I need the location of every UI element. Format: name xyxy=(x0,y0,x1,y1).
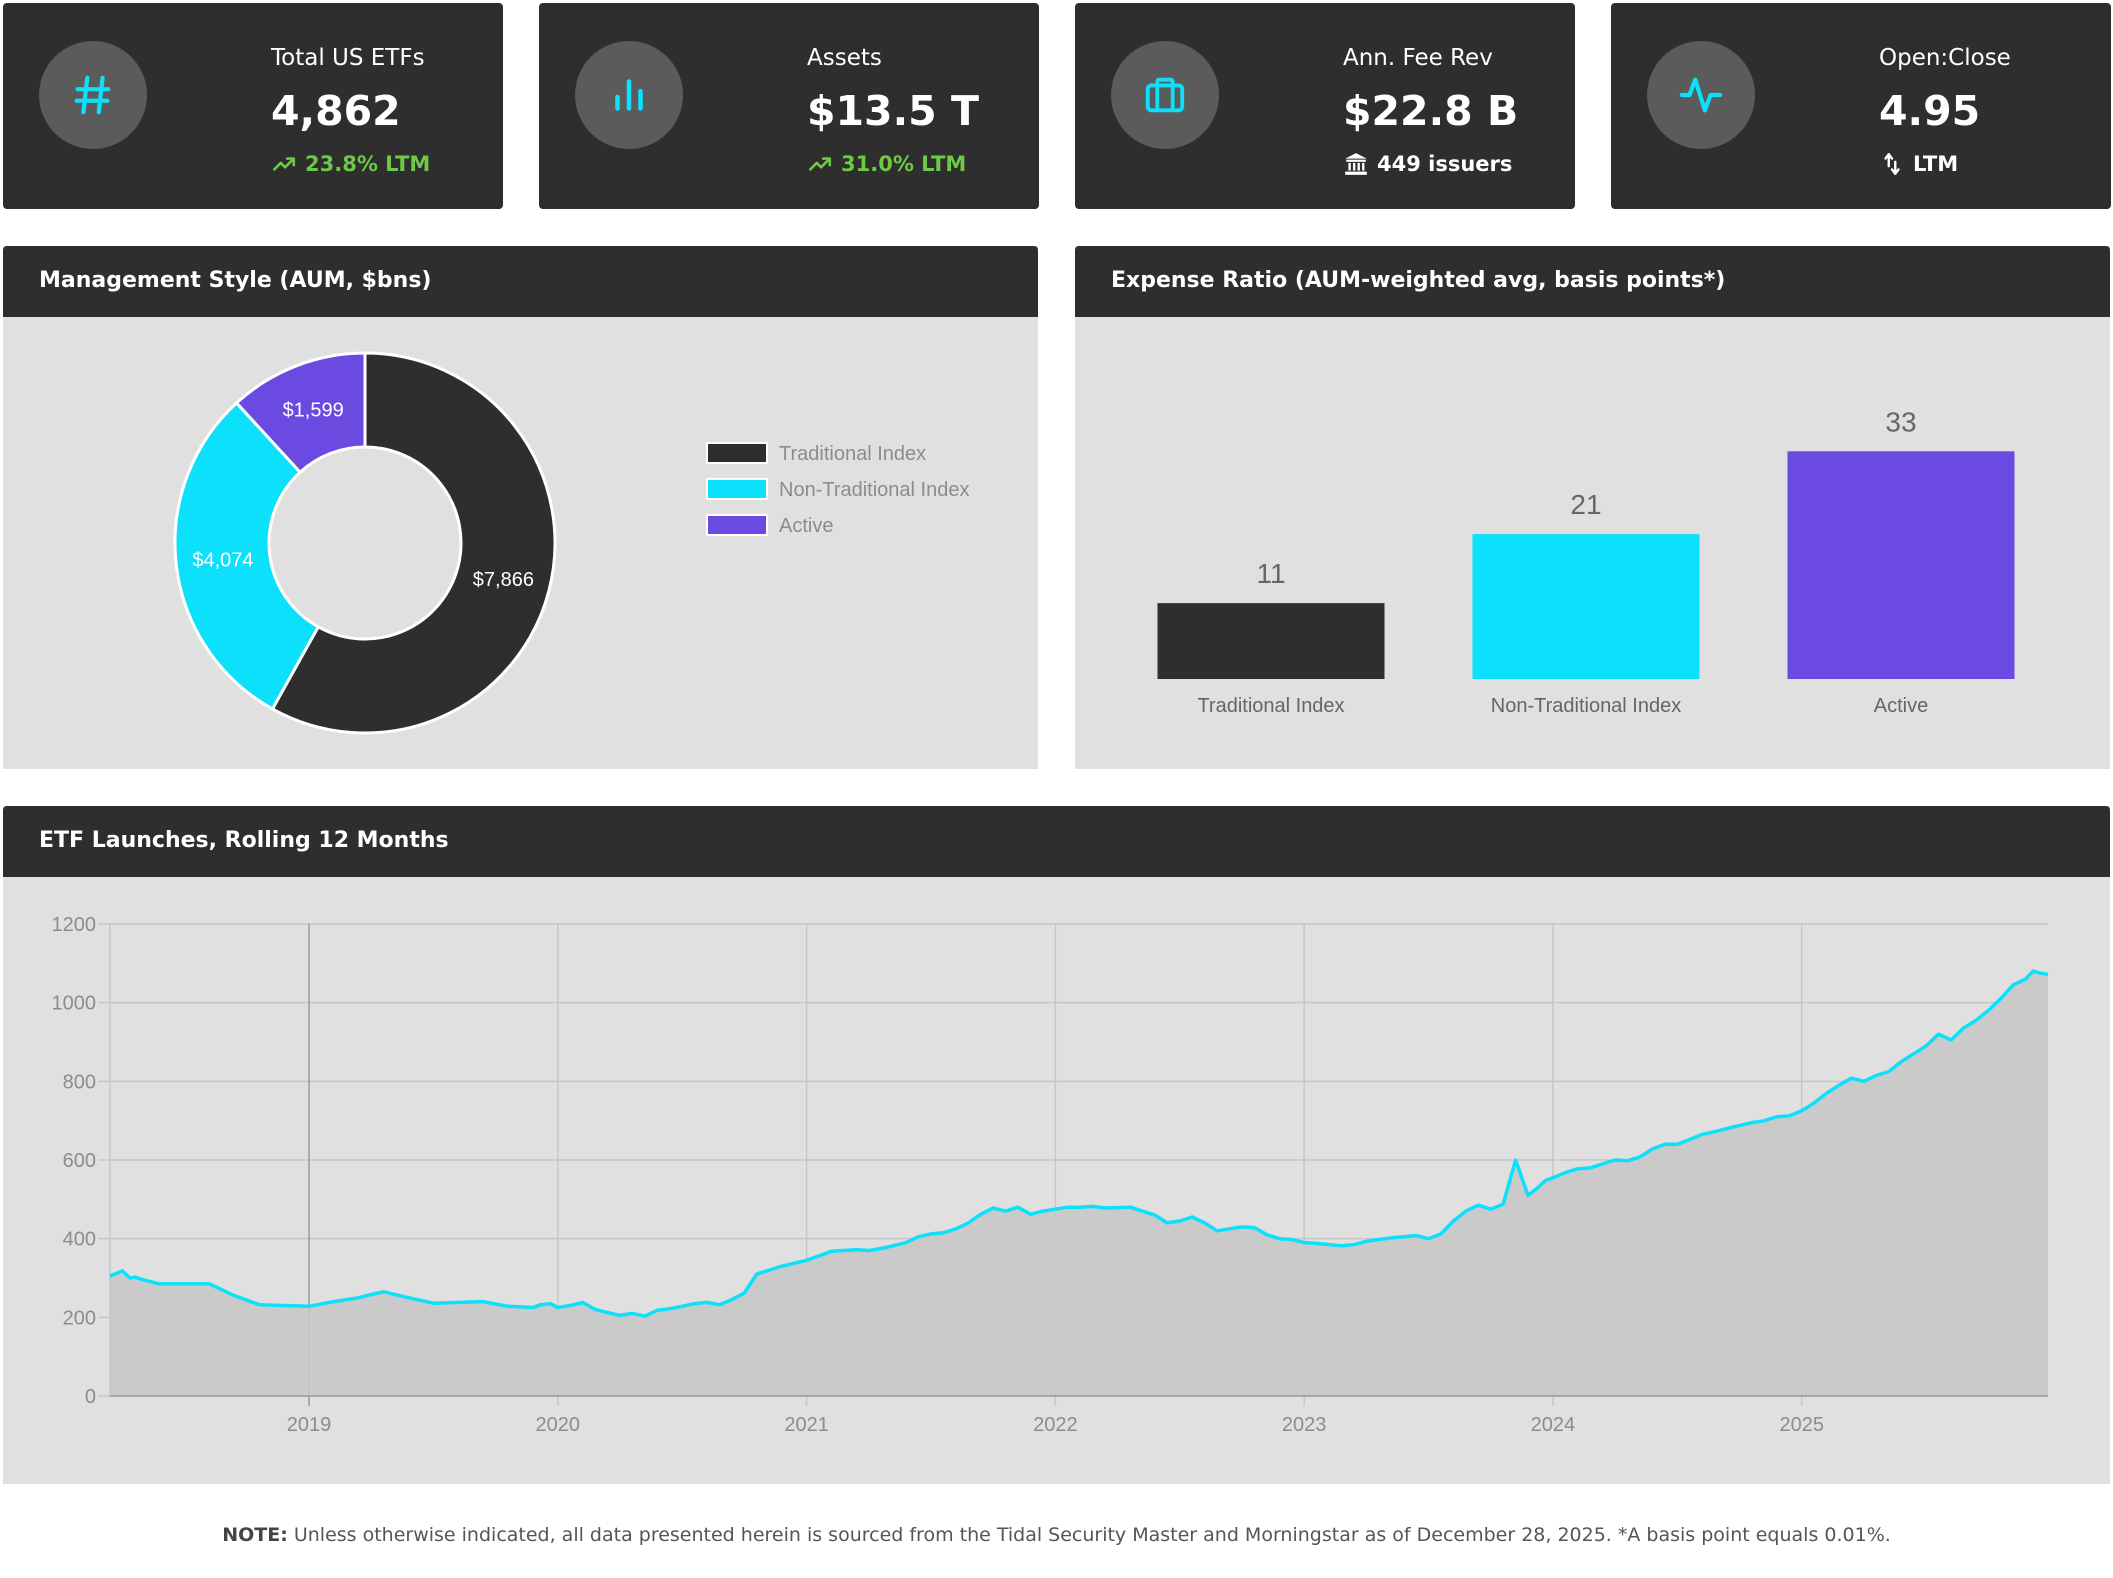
donut-data-label: $1,599 xyxy=(283,400,344,422)
launches-area-fill xyxy=(110,971,2048,1396)
panel-header: ETF Launches, Rolling 12 Months xyxy=(3,806,2110,877)
y-tick-label: 400 xyxy=(63,1229,96,1251)
briefcase-icon xyxy=(1111,41,1219,149)
panel-title: Management Style (AUM, $bns) xyxy=(39,268,432,293)
bar-category-label: Traditional Index xyxy=(1197,695,1344,717)
donut-slice-1 xyxy=(173,400,321,711)
y-tick-label: 800 xyxy=(63,1071,96,1093)
kpi-sub-text: 31.0% LTM xyxy=(841,152,967,176)
kpi-sub: LTM xyxy=(1879,151,1958,177)
legend-label: Non-Traditional Index xyxy=(779,479,969,501)
kpi-card-total-etfs: Total US ETFs 4,862 23.8% LTM xyxy=(3,3,503,209)
trending-up-icon xyxy=(272,157,296,171)
kpi-value: $13.5 T xyxy=(807,87,979,135)
kpi-label: Total US ETFs xyxy=(271,45,425,71)
kpi-sub: 23.8% LTM xyxy=(271,151,430,177)
x-tick-label: 2021 xyxy=(784,1414,829,1436)
footnote: NOTE: Unless otherwise indicated, all da… xyxy=(0,1524,2113,1546)
etf-launches-area-chart: 0 200 400 600 800 1000 1200 2019 2020 2021 2022 202… xyxy=(52,914,2049,1436)
hash-icon xyxy=(39,41,147,149)
expense-ratio-panel: Expense Ratio (AUM-weighted avg, basis p… xyxy=(1075,246,2110,769)
kpi-value: 4,862 xyxy=(271,87,401,135)
bar-category-label: Non-Traditional Index xyxy=(1491,695,1681,717)
kpi-sub-text: LTM xyxy=(1913,152,1959,176)
legend-swatch xyxy=(706,442,768,464)
panel-title: ETF Launches, Rolling 12 Months xyxy=(39,828,449,853)
donut-data-label: $4,074 xyxy=(192,550,253,572)
kpi-card-fee-revenue: Ann. Fee Rev $22.8 B 449 issuers xyxy=(1075,3,1575,209)
footnote-prefix: NOTE: xyxy=(222,1524,288,1546)
kpi-label: Open:Close xyxy=(1879,45,2011,71)
kpi-value: $22.8 B xyxy=(1343,87,1519,135)
y-tick-label: 200 xyxy=(63,1307,96,1329)
legend-swatch xyxy=(706,514,768,536)
panel-header: Expense Ratio (AUM-weighted avg, basis p… xyxy=(1075,246,2110,317)
legend-swatch xyxy=(706,478,768,500)
x-tick-label: 2019 xyxy=(287,1414,332,1436)
x-tick-label: 2020 xyxy=(536,1414,581,1436)
trending-up-icon xyxy=(808,157,832,171)
x-tick-label: 2023 xyxy=(1282,1414,1327,1436)
kpi-sub-text: 23.8% LTM xyxy=(305,152,431,176)
etf-launches-panel: ETF Launches, Rolling 12 Months 0 200 400 6… xyxy=(3,806,2110,1484)
bar-0 xyxy=(1157,603,1385,679)
activity-icon xyxy=(1647,41,1755,149)
legend-label: Active xyxy=(779,515,833,537)
x-tick-label: 2022 xyxy=(1033,1414,1078,1436)
y-tick-label: 1200 xyxy=(52,914,97,936)
bar-category-label: Active xyxy=(1874,695,1928,717)
bar-value-label: 11 xyxy=(1256,558,1285,589)
bar-chart-icon xyxy=(575,41,683,149)
donut-slice-0 xyxy=(270,351,557,735)
kpi-card-open-close: Open:Close 4.95 LTM xyxy=(1611,3,2111,209)
panel-title: Expense Ratio (AUM-weighted avg, basis p… xyxy=(1111,268,1726,293)
kpi-label: Assets xyxy=(807,45,882,71)
x-tick-label: 2025 xyxy=(1779,1414,1824,1436)
y-tick-label: 1000 xyxy=(52,993,97,1015)
panel-header: Management Style (AUM, $bns) xyxy=(3,246,1038,317)
kpi-sub-text: 449 issuers xyxy=(1377,152,1513,176)
kpi-value: 4.95 xyxy=(1879,87,1981,135)
legend-label: Traditional Index xyxy=(779,443,926,465)
launches-series-line xyxy=(109,969,2049,1318)
bank-icon xyxy=(1345,153,1367,175)
expense-ratio-bar-chart: 11 Traditional Index 21 Non-Traditional Ind… xyxy=(1157,406,2015,717)
x-tick-label: 2024 xyxy=(1531,1414,1576,1436)
arrows-vertical-icon xyxy=(1884,153,1900,175)
management-style-panel: Management Style (AUM, $bns) $7,866 $4,07… xyxy=(3,246,1038,769)
management-style-donut-chart: $7,866 $4,074 $1,599 Traditional Index Non-T… xyxy=(173,351,969,735)
bar-2 xyxy=(1787,451,2015,679)
donut-data-label: $7,866 xyxy=(473,569,534,591)
y-tick-label: 0 xyxy=(85,1386,96,1408)
bar-value-label: 33 xyxy=(1885,406,1916,437)
donut-slice-2 xyxy=(234,351,367,475)
kpi-sub: 31.0% LTM xyxy=(807,151,966,177)
kpi-card-assets: Assets $13.5 T 31.0% LTM xyxy=(539,3,1039,209)
footnote-text: Unless otherwise indicated, all data pre… xyxy=(287,1524,1891,1546)
kpi-label: Ann. Fee Rev xyxy=(1343,45,1493,71)
bar-1 xyxy=(1472,534,1700,679)
bar-value-label: 21 xyxy=(1570,489,1601,520)
y-tick-label: 600 xyxy=(63,1150,96,1172)
kpi-sub: 449 issuers xyxy=(1343,151,1512,177)
